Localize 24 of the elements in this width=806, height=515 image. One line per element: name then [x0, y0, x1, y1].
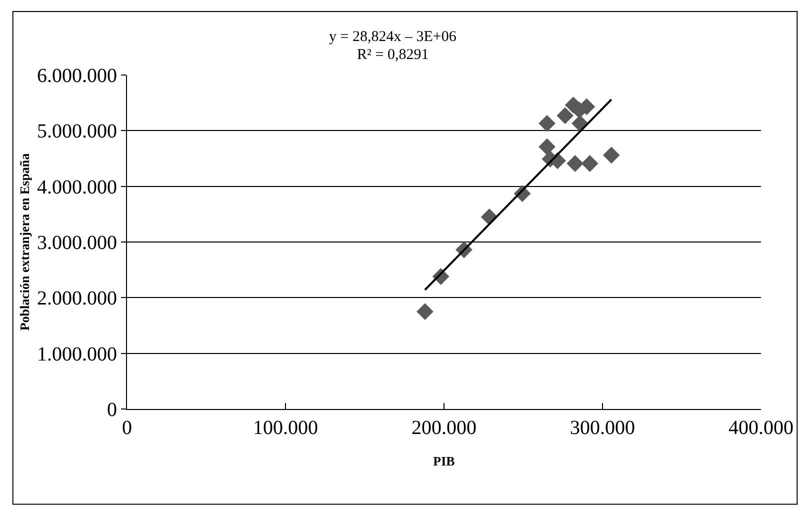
point	[581, 155, 598, 172]
y-tick-label: 6.000.000	[37, 65, 117, 87]
x-axis-title: PIB	[433, 454, 456, 469]
point	[538, 138, 556, 156]
y-tick-label: 5.000.000	[37, 120, 117, 143]
x-tick-label: 100.000	[253, 417, 318, 439]
y-tick-label: 1.000.000	[37, 343, 117, 366]
x-tick-label: 200.000	[412, 417, 476, 439]
point	[572, 114, 588, 132]
y-tick-label: 2.000.000	[37, 288, 117, 310]
text: y = 28,824x – 3E+06	[329, 29, 457, 45]
y-tick-label: 4.000.000	[37, 176, 117, 198]
point	[556, 107, 574, 124]
x-tick-label: 0	[122, 417, 132, 439]
point	[538, 114, 556, 132]
x-tick-label: 300.000	[570, 417, 635, 439]
y-tick-label: 3.000.000	[37, 232, 117, 254]
x-tick-label: 400.000	[728, 417, 794, 439]
point	[602, 146, 620, 164]
text: R² = 0,8291	[357, 47, 429, 63]
point	[416, 303, 434, 320]
y-tick-label: 0	[107, 399, 117, 421]
y-axis-title: Población extranjera en España	[16, 152, 32, 331]
point	[566, 155, 584, 172]
